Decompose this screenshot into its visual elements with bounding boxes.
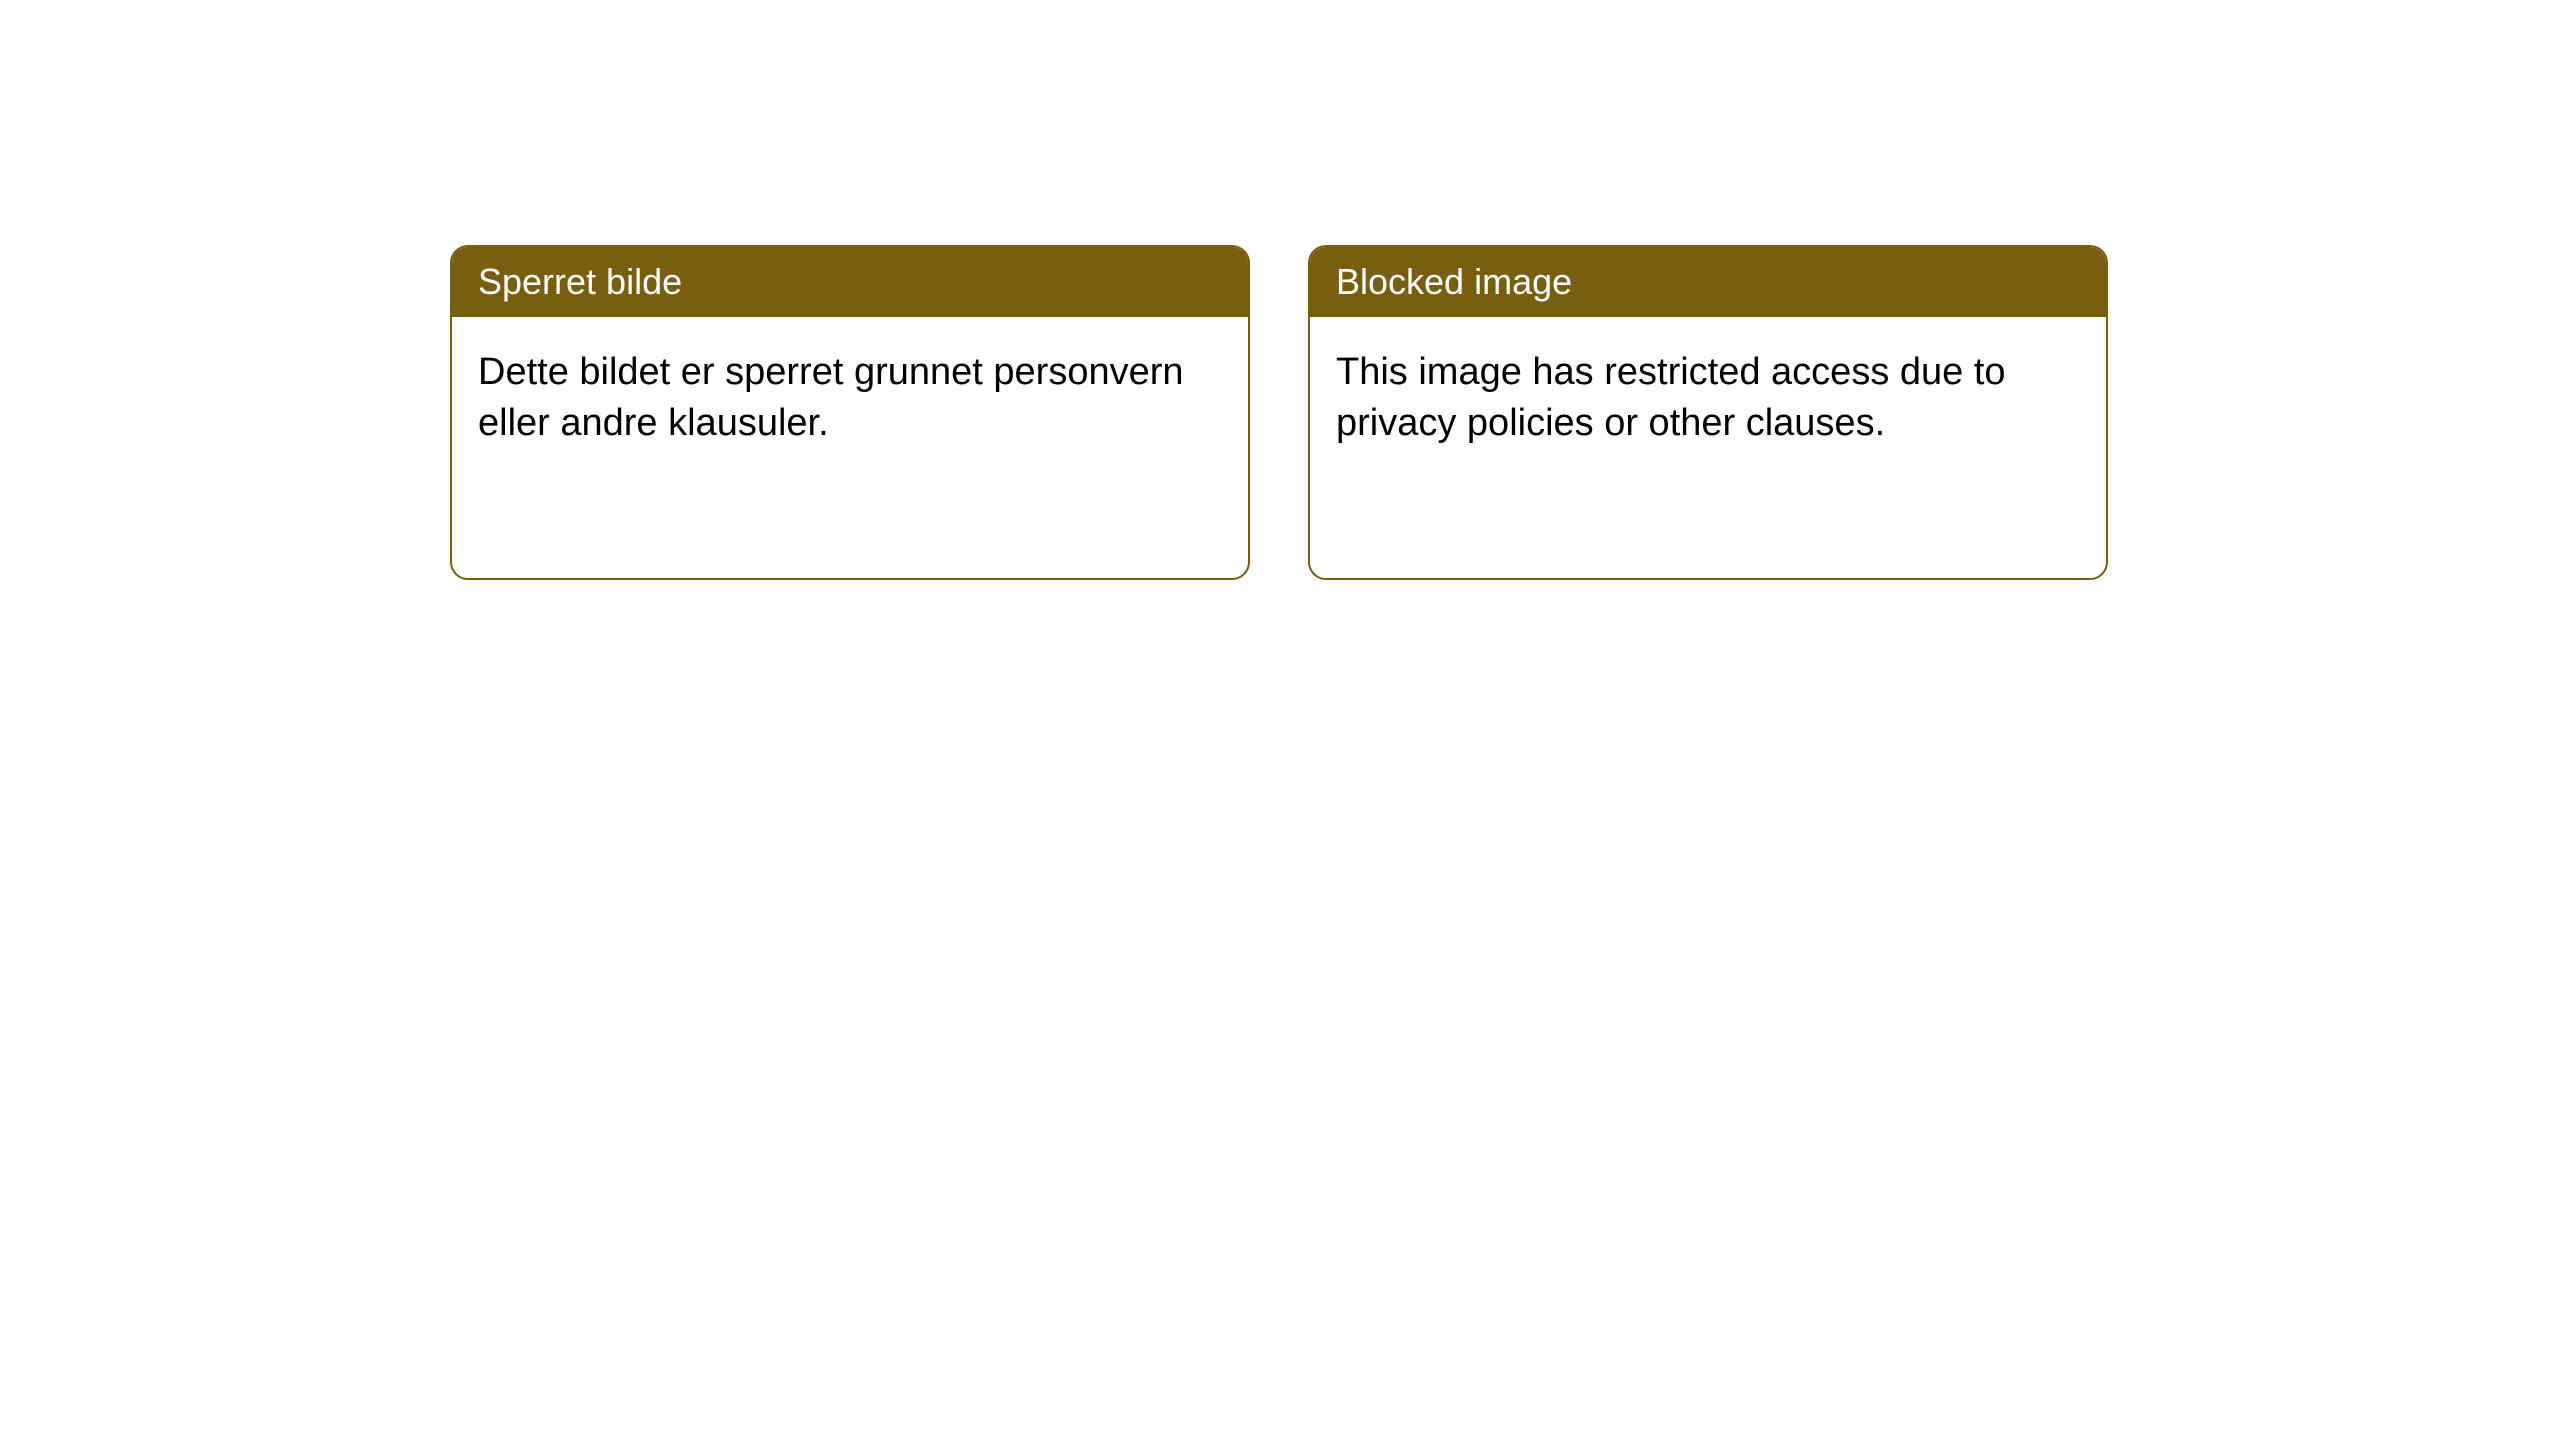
card-title: Sperret bilde [478, 261, 682, 302]
notice-cards-container: Sperret bilde Dette bildet er sperret gr… [450, 245, 2108, 580]
notice-card-norwegian: Sperret bilde Dette bildet er sperret gr… [450, 245, 1250, 580]
card-body: This image has restricted access due to … [1310, 317, 2106, 480]
card-title: Blocked image [1336, 261, 1572, 302]
card-header: Sperret bilde [452, 247, 1248, 317]
card-header: Blocked image [1310, 247, 2106, 317]
card-body: Dette bildet er sperret grunnet personve… [452, 317, 1248, 480]
card-body-text: This image has restricted access due to … [1336, 351, 2006, 444]
notice-card-english: Blocked image This image has restricted … [1308, 245, 2108, 580]
card-body-text: Dette bildet er sperret grunnet personve… [478, 351, 1184, 444]
